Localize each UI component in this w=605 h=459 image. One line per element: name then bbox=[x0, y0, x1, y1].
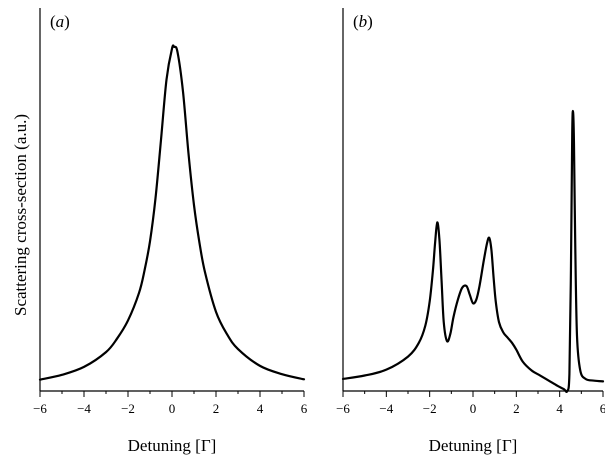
panel-label-b: (b) bbox=[353, 12, 373, 31]
series-line-a bbox=[38, 44, 306, 381]
x-tick-label-b: 4 bbox=[556, 401, 563, 416]
x-tick-label-a: 4 bbox=[257, 401, 264, 416]
x-tick-label-a: −4 bbox=[77, 401, 91, 416]
x-tick-label-b: 6 bbox=[600, 401, 605, 416]
x-tick-label-a: −2 bbox=[121, 401, 135, 416]
x-tick-label-a: −6 bbox=[33, 401, 47, 416]
x-tick-label-b: −4 bbox=[379, 401, 393, 416]
x-axis-label-b: Detuning [Γ] bbox=[429, 436, 518, 455]
x-tick-label-b: 0 bbox=[470, 401, 477, 416]
x-tick-label-b: −6 bbox=[336, 401, 350, 416]
panel-b: −6 −4 −2 0 2 4 6 Detuning [Γ] (b) bbox=[336, 8, 605, 455]
y-axis-label: Scattering cross-section (a.u.) bbox=[11, 114, 30, 316]
x-tick-label-b: 2 bbox=[513, 401, 520, 416]
x-tick-label-a: 6 bbox=[301, 401, 308, 416]
x-tick-label-a: 2 bbox=[213, 401, 220, 416]
series-line-b bbox=[341, 109, 605, 394]
x-tick-label-b: −2 bbox=[423, 401, 437, 416]
x-axis-label-a: Detuning [Γ] bbox=[128, 436, 217, 455]
x-tick-label-a: 0 bbox=[169, 401, 176, 416]
panel-a: −6 −4 −2 0 2 4 6 Detuning [Γ] (a) bbox=[33, 8, 308, 455]
panel-label-a: (a) bbox=[50, 12, 70, 31]
